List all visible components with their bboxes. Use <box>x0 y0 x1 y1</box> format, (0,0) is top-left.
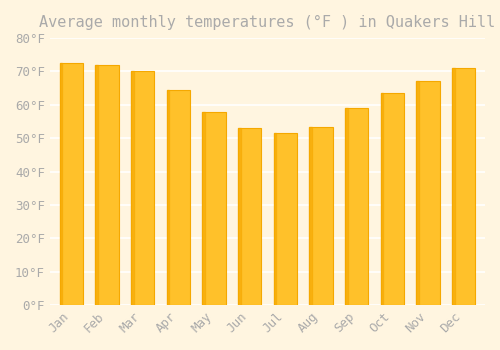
Bar <box>60 63 62 305</box>
Bar <box>310 127 332 305</box>
Bar <box>238 128 241 305</box>
Title: Average monthly temperatures (°F ) in Quakers Hill: Average monthly temperatures (°F ) in Qu… <box>40 15 496 30</box>
Bar <box>166 90 190 305</box>
Bar <box>452 68 475 305</box>
Bar <box>238 128 261 305</box>
Bar <box>274 133 276 305</box>
Bar <box>96 65 98 305</box>
Bar <box>380 93 384 305</box>
Bar <box>202 112 205 305</box>
Bar <box>96 65 118 305</box>
Bar <box>345 108 348 305</box>
Bar <box>274 133 297 305</box>
Bar <box>310 127 312 305</box>
Bar <box>345 108 368 305</box>
Bar <box>380 93 404 305</box>
Bar <box>202 112 226 305</box>
Bar <box>131 71 134 305</box>
Bar <box>166 90 170 305</box>
Bar <box>452 68 455 305</box>
Bar <box>131 71 154 305</box>
Bar <box>416 82 440 305</box>
Bar <box>416 82 419 305</box>
Bar <box>60 63 83 305</box>
